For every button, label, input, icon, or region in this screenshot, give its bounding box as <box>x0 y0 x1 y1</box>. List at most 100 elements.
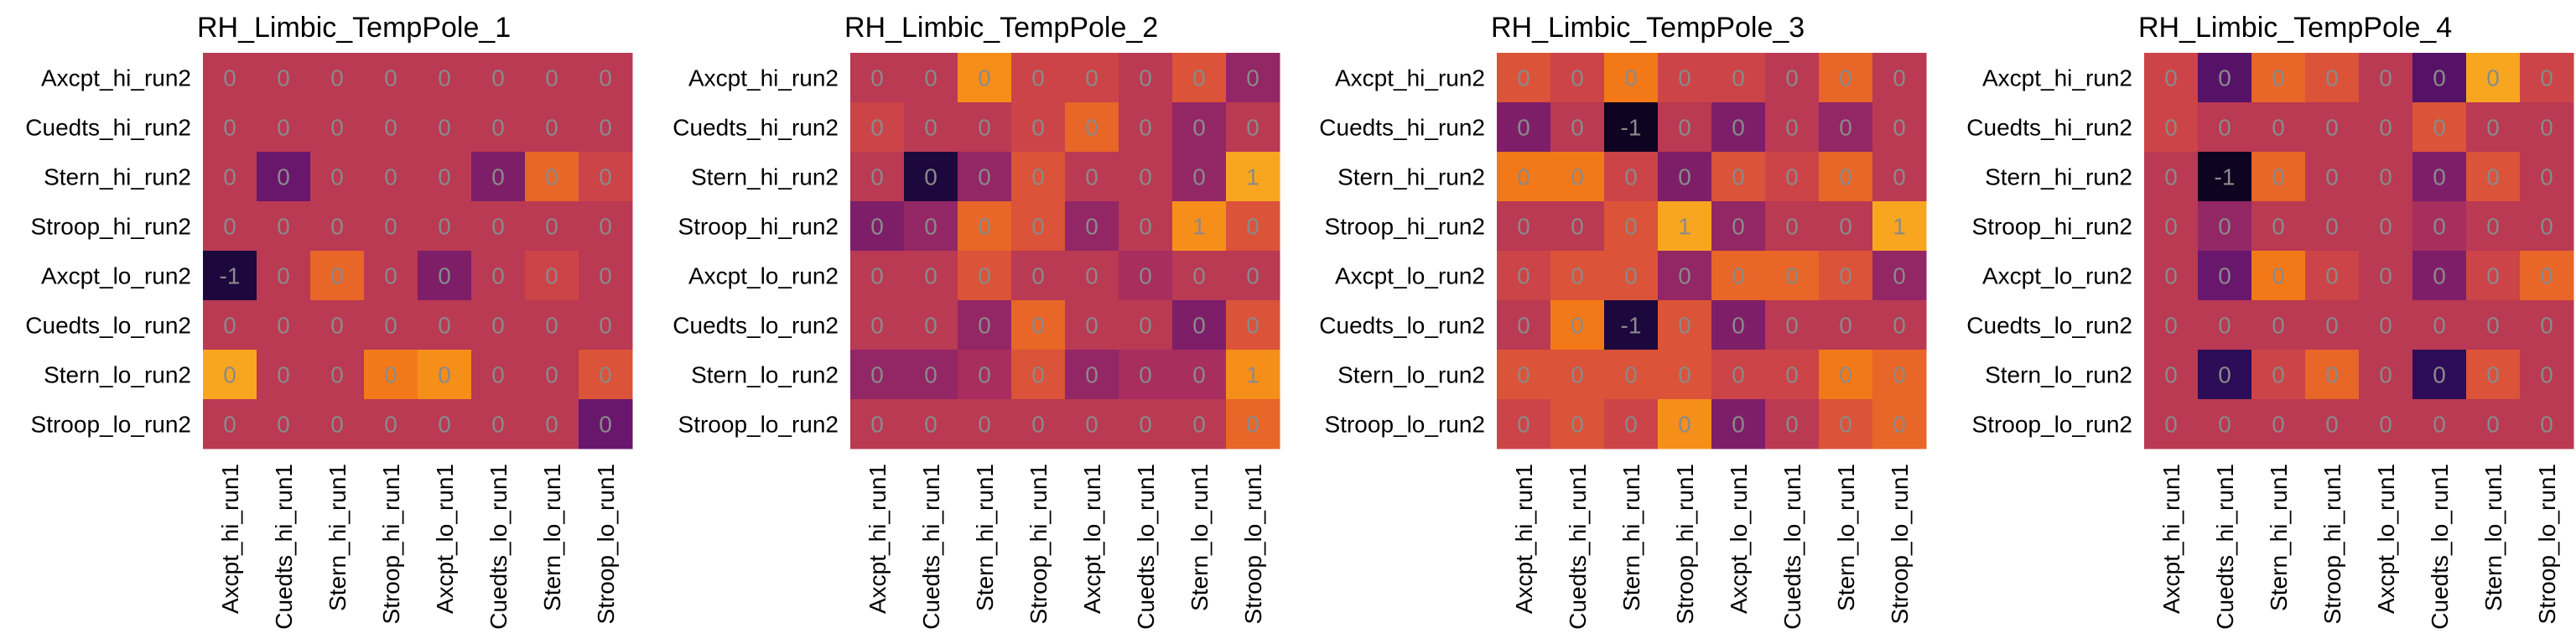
cell-value-label: 0 <box>924 412 937 438</box>
heatmap-cell <box>2305 53 2360 103</box>
x-tick-label: Axcpt_lo_run1 <box>432 464 458 614</box>
y-tick-label: Axcpt_lo_run2 <box>1335 263 1485 289</box>
heatmap-cell <box>2520 251 2574 301</box>
heatmap-cell <box>2520 201 2574 252</box>
cell-value-label: 0 <box>978 362 991 388</box>
x-tick-label: Stroop_hi_run1 <box>2319 464 2345 624</box>
x-tick-label: Stern_hi_run1 <box>325 464 351 611</box>
heatmap-cell <box>904 251 958 301</box>
heatmap-cell <box>310 102 365 153</box>
cell-value-label: 0 <box>1085 412 1098 438</box>
heatmap-cell <box>958 251 1012 301</box>
cell-value-label: 0 <box>1139 164 1152 190</box>
heatmap-cell <box>310 350 365 400</box>
heatmap-cell <box>2359 152 2413 202</box>
heatmap-cell <box>525 251 579 301</box>
cell-value-label: 0 <box>978 164 991 190</box>
cell-value-label: 0 <box>1085 115 1098 141</box>
heatmap-cell <box>1819 53 1873 103</box>
heatmap-cell <box>2412 152 2467 202</box>
x-tick-label: Stern_lo_run1 <box>539 464 565 611</box>
heatmap-cell <box>1604 300 1659 351</box>
cell-value-label: 0 <box>2540 412 2553 438</box>
cell-value-label: 0 <box>2486 362 2500 388</box>
cell-value-label: 0 <box>870 65 884 91</box>
cell-value-label: 0 <box>2379 115 2392 141</box>
cell-value-label: 0 <box>545 412 558 438</box>
x-tick-label: Stroop_lo_run1 <box>1887 464 1913 624</box>
heatmap-cell <box>904 201 958 252</box>
cell-value-label: 0 <box>924 115 937 141</box>
cell-value-label: 0 <box>545 164 558 190</box>
cell-value-label: 0 <box>599 263 612 289</box>
cell-value-label: 0 <box>1624 362 1638 388</box>
cell-value-label: 0 <box>2379 214 2392 240</box>
cell-value-label: 0 <box>384 313 397 339</box>
heatmap-cell <box>1819 350 1873 400</box>
heatmap-cell <box>1819 201 1873 252</box>
cell-value-label: 0 <box>2325 214 2339 240</box>
cell-value-label: 0 <box>1085 263 1098 289</box>
cell-value-label: 0 <box>1678 115 1691 141</box>
heatmap-cell <box>904 399 958 449</box>
cell-value-label: 0 <box>924 313 937 339</box>
heatmap-cell <box>2412 399 2467 449</box>
cell-value-label: 0 <box>1517 313 1530 339</box>
x-tick-label: Stroop_hi_run1 <box>1026 464 1052 624</box>
x-tick-label: Axcpt_lo_run1 <box>2373 464 2399 614</box>
heatmap-cell <box>2466 350 2521 400</box>
y-tick-label: Cuedts_hi_run2 <box>1966 115 2132 141</box>
cell-value-label: 0 <box>2379 164 2392 190</box>
cell-value-label: 0 <box>438 412 451 438</box>
heatmap-cell <box>1226 300 1280 351</box>
cell-value-label: 0 <box>1192 412 1206 438</box>
cell-value-label: 0 <box>277 412 290 438</box>
heatmap-panel: RH_Limbic_TempPole_4 0 0 0 0 0 0 0 0 0 0 0 0 0 0 0 0 0 -1 0… <box>1966 12 2574 630</box>
cell-value-label: 0 <box>438 214 451 240</box>
heatmap-cell <box>1550 300 1605 351</box>
cell-value-label: 0 <box>2486 164 2500 190</box>
cell-value-label: 0 <box>1517 65 1530 91</box>
cell-value-label: 0 <box>491 412 505 438</box>
heatmap-cell <box>2412 350 2467 400</box>
heatmap-cell <box>525 350 579 400</box>
heatmap-panel: RH_Limbic_TempPole_3 0 0 0 0 0 0 0 0 0 0 -1 0 0 0 0 0 0 0 0… <box>1319 12 1927 630</box>
heatmap-cell <box>1550 102 1605 153</box>
cell-value-label: 0 <box>870 164 884 190</box>
cell-value-label: 0 <box>1785 65 1799 91</box>
heatmap-cell <box>1226 251 1280 301</box>
heatmap-cell <box>579 399 633 449</box>
heatmap-cell <box>2305 350 2360 400</box>
heatmap-cell <box>1711 53 1766 103</box>
heatmap-cell <box>1119 53 1173 103</box>
cell-value-label: 0 <box>1785 115 1799 141</box>
heatmap-panel: RH_Limbic_TempPole_2 0 0 0 0 0 0 0 0 0 0 0 0 0 0 0 0 0 0 0 0… <box>673 12 1280 630</box>
heatmap-cell <box>1819 251 1873 301</box>
heatmap-cell <box>904 102 958 153</box>
cell-value-label: 0 <box>2218 263 2231 289</box>
cell-value-label: 0 <box>1139 362 1152 388</box>
cell-value-label: 0 <box>924 362 937 388</box>
cell-value-label: 0 <box>978 115 991 141</box>
cell-value-label: 0 <box>2272 115 2285 141</box>
cell-value-label: 0 <box>1139 65 1152 91</box>
cell-value-label: 0 <box>2379 362 2392 388</box>
heatmap-cell <box>1497 350 1551 400</box>
cell-value-label: 0 <box>2540 214 2553 240</box>
x-tick-label: Stern_hi_run1 <box>972 464 998 611</box>
cell-value-label: 0 <box>1785 412 1799 438</box>
cell-value-label: 0 <box>1031 313 1045 339</box>
heatmap-cell <box>1819 102 1873 153</box>
y-tick-label: Axcpt_lo_run2 <box>1982 263 2132 289</box>
cell-value-label: 0 <box>1678 65 1691 91</box>
heatmap-cell <box>418 152 472 202</box>
heatmap-cell <box>203 102 257 153</box>
heatmap-cell <box>579 102 633 153</box>
heatmap-cell <box>1604 350 1659 400</box>
heatmap-cell <box>364 251 418 301</box>
heatmap-cell <box>2198 399 2252 449</box>
heatmap-cell <box>1226 102 1280 153</box>
heatmap-cell <box>525 300 579 351</box>
cell-value-label: -1 <box>220 263 241 289</box>
y-tick-label: Stern_hi_run2 <box>44 164 191 190</box>
